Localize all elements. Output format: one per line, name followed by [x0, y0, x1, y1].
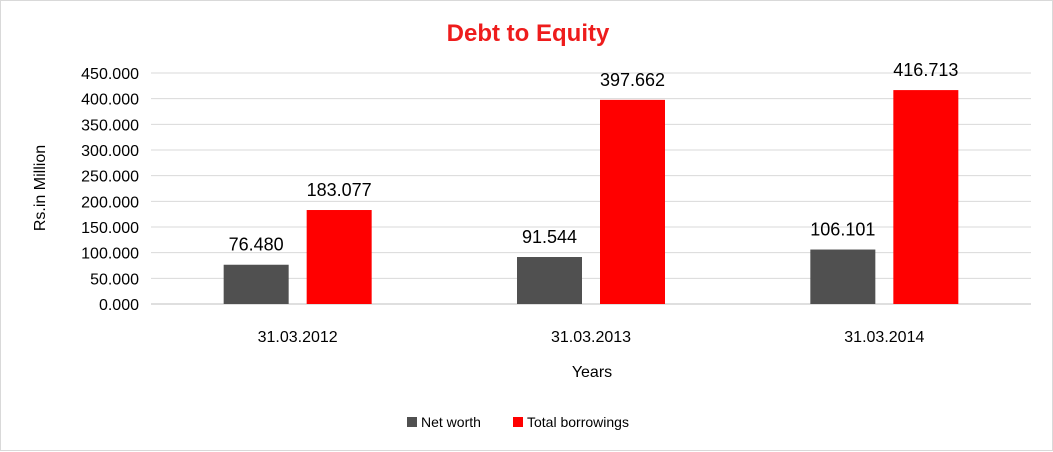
- bar-total-borrowings: [893, 90, 959, 304]
- bar-net-worth: [223, 264, 289, 304]
- data-label: 416.713: [893, 60, 958, 80]
- x-category-label: 31.03.2014: [844, 329, 924, 346]
- data-label: 76.480: [229, 235, 284, 255]
- chart-title: Debt to Equity: [447, 20, 610, 47]
- x-category-label: 31.03.2013: [551, 329, 631, 346]
- data-label: 91.544: [522, 227, 577, 247]
- data-label: 397.662: [600, 70, 665, 90]
- gridlines: [151, 72, 1031, 305]
- y-tick-label: 50.000: [90, 271, 139, 288]
- legend: Net worth Total borrowings: [407, 414, 629, 430]
- legend-swatch: [513, 417, 523, 427]
- y-tick-label: 100.000: [81, 246, 139, 263]
- y-tick-label: 150.000: [81, 220, 139, 237]
- bar-net-worth: [810, 249, 876, 304]
- bar-total-borrowings: [600, 99, 665, 304]
- x-axis-category-labels: 31.03.2012 31.03.2013 31.03.2014: [258, 329, 925, 346]
- data-label: 106.101: [810, 220, 875, 240]
- data-labels: 76.480 183.077 91.544 397.662 106.101 416.713: [229, 60, 959, 255]
- y-axis-title: Rs.in Million: [32, 145, 49, 231]
- bar-total-borrowings: [306, 210, 372, 304]
- y-axis-tick-labels: 0.000 50.000 100.000 150.000 200.000 250.000 3…: [81, 66, 139, 314]
- legend-label: Net worth: [421, 414, 481, 430]
- y-tick-label: 250.000: [81, 169, 139, 186]
- y-tick-label: 350.000: [81, 117, 139, 134]
- y-tick-label: 200.000: [81, 194, 139, 211]
- bar-net-worth: [517, 257, 582, 304]
- y-tick-label: 400.000: [81, 92, 139, 109]
- y-tick-label: 450.000: [81, 66, 139, 83]
- legend-swatch: [407, 417, 417, 427]
- y-tick-label: 0.000: [99, 297, 139, 314]
- bars: [223, 90, 959, 304]
- y-tick-label: 300.000: [81, 143, 139, 160]
- data-label: 183.077: [307, 180, 372, 200]
- x-category-label: 31.03.2012: [258, 329, 338, 346]
- x-axis-title: Years: [572, 364, 612, 381]
- legend-label: Total borrowings: [527, 414, 629, 430]
